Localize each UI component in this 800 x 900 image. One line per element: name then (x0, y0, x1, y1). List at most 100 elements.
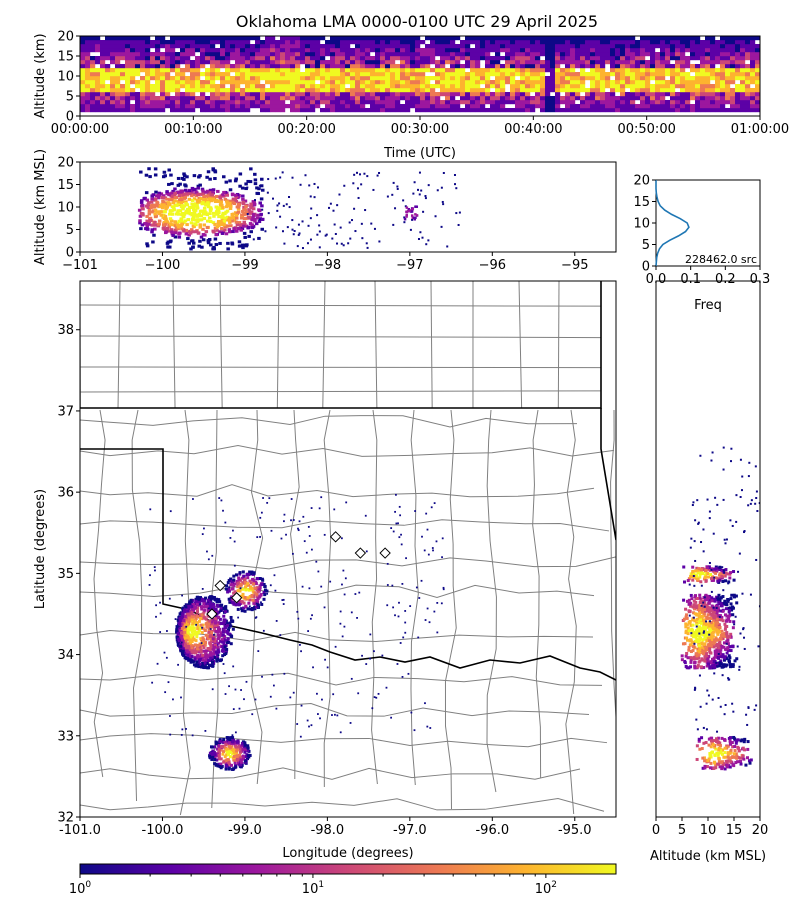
time-altitude-cell (125, 76, 131, 81)
time-altitude-cell (420, 100, 426, 105)
lon-alt-cell (205, 175, 209, 179)
time-altitude-cell (285, 96, 291, 101)
lon-alt-cell (417, 238, 420, 241)
lon-alt-cell (276, 204, 279, 207)
plan-source-cell (204, 653, 208, 657)
time-altitude-cell (115, 92, 121, 97)
lon-alt-cell (173, 191, 177, 195)
county-line (430, 281, 433, 409)
lon-alt-cell (405, 213, 408, 217)
time-altitude-cell (725, 56, 731, 61)
time-altitude-cell (700, 88, 706, 93)
time-altitude-cell (325, 88, 331, 93)
time-altitude-cell (575, 76, 581, 81)
plan-source-cell (186, 652, 190, 656)
plan-source-cell (236, 607, 240, 611)
time-altitude-cell (615, 36, 621, 41)
time-altitude-cell (625, 56, 631, 61)
time-altitude-cell (275, 96, 281, 101)
time-altitude-cell (515, 96, 521, 101)
time-altitude-cell (670, 40, 676, 45)
time-altitude-cell (305, 88, 311, 93)
lon-alt-cell (208, 177, 212, 181)
time-altitude-cell (250, 96, 256, 101)
time-altitude-cell (545, 68, 551, 73)
time-altitude-cell (340, 44, 346, 49)
county-line (322, 281, 326, 409)
time-altitude-cell (275, 84, 281, 89)
time-altitude-cell (305, 56, 311, 61)
time-altitude-cell (680, 84, 686, 89)
plan-source-cell (197, 619, 201, 623)
time-altitude-cell (140, 48, 146, 53)
time-altitude-cell (145, 40, 151, 45)
plan-source-cell (189, 641, 193, 645)
plan-source-cell (217, 744, 221, 748)
time-altitude-cell (125, 44, 131, 49)
time-altitude-cell (115, 72, 121, 77)
county-line (323, 409, 332, 788)
time-altitude-cell (190, 92, 196, 97)
time-altitude-cell (730, 96, 736, 101)
time-altitude-cell (695, 80, 701, 85)
time-altitude-cell (610, 44, 616, 49)
time-altitude-cell (705, 68, 711, 73)
plan-source-cell (187, 616, 191, 620)
time-altitude-cell (420, 64, 426, 69)
plan-source-cell (249, 572, 253, 576)
time-altitude-cell (705, 40, 711, 45)
time-altitude-cell (320, 80, 326, 85)
lon-alt-cell (199, 214, 204, 218)
time-altitude-cell (130, 92, 136, 97)
time-altitude-cell (530, 68, 536, 73)
time-altitude-cell (605, 76, 611, 81)
time-altitude-cell (675, 40, 681, 45)
time-altitude-cell (80, 60, 86, 65)
lon-alt-cell (194, 230, 198, 234)
time-altitude-cell (125, 48, 131, 53)
time-altitude-cell (435, 36, 441, 41)
lon-alt-cell (138, 221, 142, 225)
time-altitude-cell (115, 40, 121, 45)
time-altitude-cell (635, 60, 641, 65)
lon-alt-cell (195, 205, 199, 209)
time-altitude-cell (570, 48, 576, 53)
lon-alt-cell (161, 196, 166, 200)
time-altitude-cell (120, 88, 126, 93)
plan-source-cell (217, 615, 221, 619)
time-altitude-cell (675, 56, 681, 61)
time-altitude-cell (680, 72, 686, 77)
time-altitude-cell (110, 80, 116, 85)
plan-source-cell (196, 631, 200, 635)
time-altitude-cell (660, 108, 666, 113)
time-altitude-cell (395, 108, 401, 113)
time-altitude-cell (360, 80, 366, 85)
time-altitude-cell (410, 40, 416, 45)
time-altitude-cell (345, 72, 351, 77)
county-line (532, 409, 542, 779)
time-altitude-cell (725, 92, 731, 97)
time-altitude-cell (175, 56, 181, 61)
time-altitude-cell (740, 48, 746, 53)
plan-source-cell (199, 623, 203, 627)
plan-source-cell (258, 584, 262, 588)
time-altitude-cell (140, 36, 146, 41)
time-altitude-cell (555, 96, 561, 101)
time-altitude-cell (370, 68, 376, 73)
time-altitude-cell (235, 108, 241, 113)
time-altitude-cell (130, 72, 136, 77)
lon-alt-cell (190, 192, 194, 196)
time-altitude-cell (440, 104, 446, 109)
plan-source-cell (252, 578, 256, 582)
time-altitude-cell (290, 88, 296, 93)
time-altitude-cell (165, 56, 171, 61)
time-altitude-cell (535, 56, 541, 61)
time-altitude-cell (535, 100, 541, 105)
time-altitude-cell (365, 76, 371, 81)
time-altitude-cell (205, 56, 211, 61)
lon-alt-cell (171, 194, 176, 198)
time-altitude-cell (400, 96, 406, 101)
time-alt-tick-label: 5 (66, 90, 74, 105)
time-altitude-cell (720, 52, 726, 57)
time-altitude-cell (570, 36, 576, 41)
